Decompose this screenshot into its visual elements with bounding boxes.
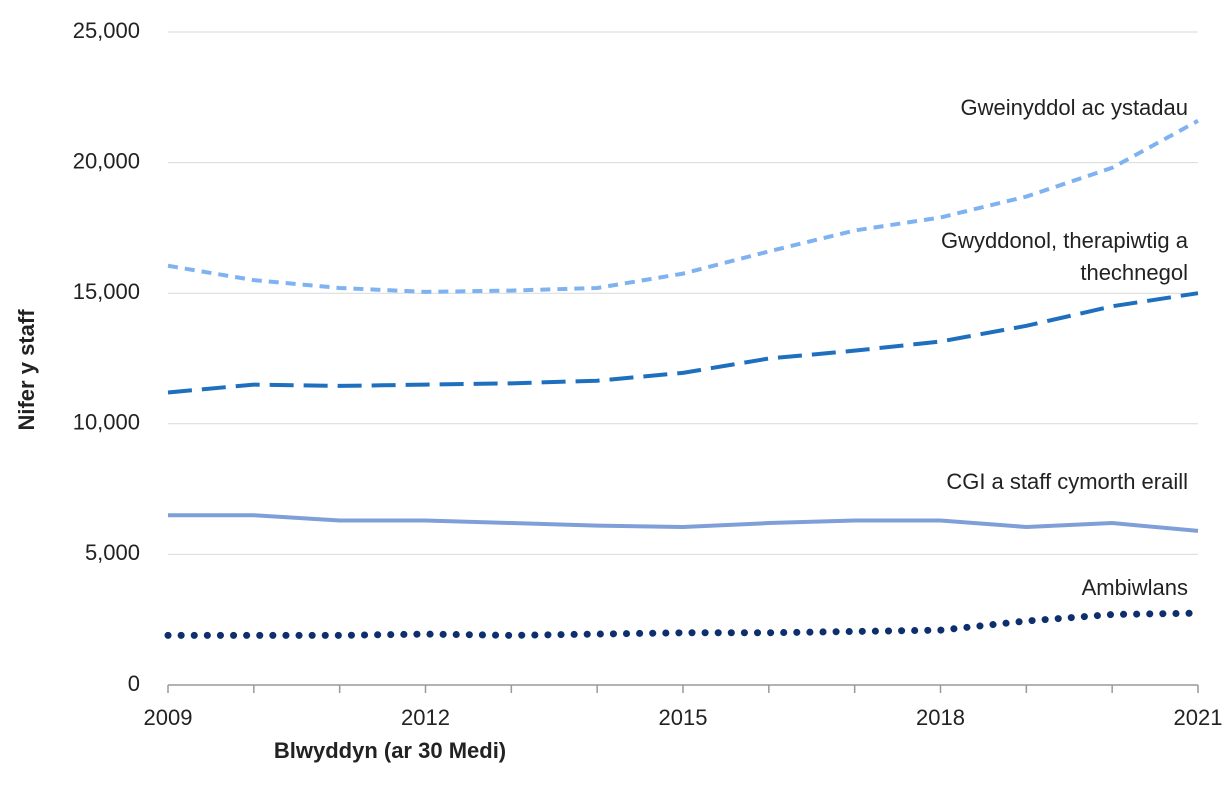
series-label: CGI a staff cymorth eraill — [946, 469, 1188, 494]
y-tick-label: 10,000 — [73, 410, 140, 435]
series-label: Ambiwlans — [1081, 575, 1188, 600]
x-axis-label: Blwyddyn (ar 30 Medi) — [274, 738, 506, 763]
series-line — [167, 119, 1199, 294]
y-tick-label: 25,000 — [73, 18, 140, 43]
x-tick-label: 2018 — [916, 705, 965, 730]
series-label: Gweinyddol ac ystadau — [960, 95, 1188, 120]
series-line — [167, 291, 1199, 395]
x-tick-label: 2021 — [1174, 705, 1223, 730]
y-tick-label: 5,000 — [85, 540, 140, 565]
series-label: Gwyddonol, therapiwtig a thechnegol — [940, 228, 1188, 285]
x-tick-label: 2012 — [401, 705, 450, 730]
y-tick-label: 20,000 — [73, 148, 140, 173]
y-tick-label: 15,000 — [73, 279, 140, 304]
series-line — [164, 609, 1202, 639]
y-axis-label: Nifer y staff — [14, 309, 39, 431]
x-tick-label: 2015 — [659, 705, 708, 730]
series-line — [168, 513, 1199, 533]
x-tick-label: 2009 — [144, 705, 193, 730]
y-tick-label: 0 — [128, 671, 140, 696]
